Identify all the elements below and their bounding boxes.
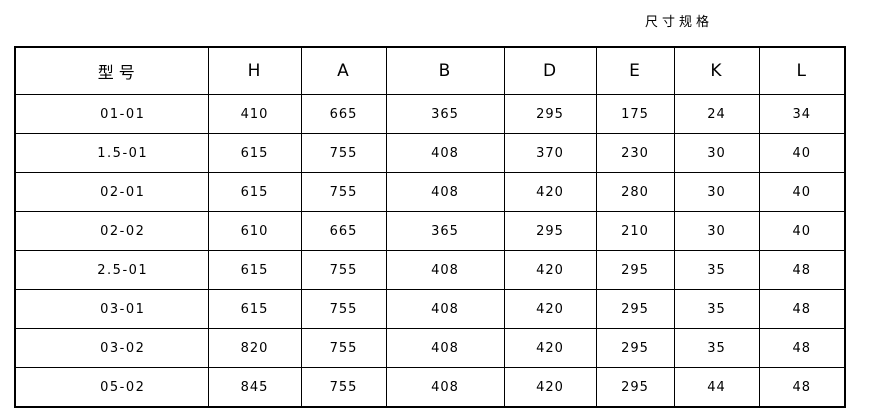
cell-l: 40 xyxy=(758,172,846,212)
cell-h: 615 xyxy=(207,133,302,173)
cell-a: 755 xyxy=(300,367,387,408)
column-header-h: H xyxy=(207,46,302,95)
cell-model: 05-02 xyxy=(14,367,209,408)
page-title: 尺寸规格 xyxy=(645,15,714,30)
cell-a: 755 xyxy=(300,250,387,290)
cell-b: 408 xyxy=(385,133,505,173)
cell-b: 408 xyxy=(385,367,505,408)
cell-l: 34 xyxy=(758,94,846,134)
cell-d: 295 xyxy=(503,211,597,251)
column-header-b: B xyxy=(385,46,505,95)
cell-d: 420 xyxy=(503,328,597,368)
cell-k: 35 xyxy=(673,289,760,329)
column-header-e: E xyxy=(595,46,675,95)
table-header-row: 型号 H A B D E K L xyxy=(14,46,846,95)
table-row: 1.5-01 615 755 408 370 230 30 40 xyxy=(14,133,846,173)
table-row: 05-02 845 755 408 420 295 44 48 xyxy=(14,367,846,408)
table-row: 03-02 820 755 408 420 295 35 48 xyxy=(14,328,846,368)
cell-model: 03-01 xyxy=(14,289,209,329)
cell-e: 280 xyxy=(595,172,675,212)
cell-h: 820 xyxy=(207,328,302,368)
cell-e: 295 xyxy=(595,328,675,368)
cell-l: 48 xyxy=(758,289,846,329)
cell-e: 210 xyxy=(595,211,675,251)
cell-k: 44 xyxy=(673,367,760,408)
cell-a: 755 xyxy=(300,133,387,173)
cell-e: 230 xyxy=(595,133,675,173)
dimensions-table: 型号 H A B D E K L 01-01 410 665 365 295 xyxy=(14,46,846,408)
cell-d: 295 xyxy=(503,94,597,134)
cell-k: 35 xyxy=(673,328,760,368)
cell-h: 615 xyxy=(207,172,302,212)
cell-d: 420 xyxy=(503,289,597,329)
cell-h: 610 xyxy=(207,211,302,251)
cell-a: 665 xyxy=(300,94,387,134)
column-header-a: A xyxy=(300,46,387,95)
cell-k: 35 xyxy=(673,250,760,290)
cell-e: 295 xyxy=(595,289,675,329)
cell-e: 175 xyxy=(595,94,675,134)
cell-b: 408 xyxy=(385,328,505,368)
table-row: 02-01 615 755 408 420 280 30 40 xyxy=(14,172,846,212)
table-row: 2.5-01 615 755 408 420 295 35 48 xyxy=(14,250,846,290)
cell-d: 420 xyxy=(503,367,597,408)
table-header: 型号 H A B D E K L xyxy=(14,46,846,95)
cell-model: 02-02 xyxy=(14,211,209,251)
cell-a: 755 xyxy=(300,289,387,329)
cell-l: 40 xyxy=(758,211,846,251)
cell-d: 420 xyxy=(503,172,597,212)
cell-b: 365 xyxy=(385,211,505,251)
cell-k: 30 xyxy=(673,211,760,251)
table-row: 02-02 610 665 365 295 210 30 40 xyxy=(14,211,846,251)
cell-e: 295 xyxy=(595,367,675,408)
cell-model: 01-01 xyxy=(14,94,209,134)
cell-h: 615 xyxy=(207,289,302,329)
cell-model: 1.5-01 xyxy=(14,133,209,173)
cell-k: 24 xyxy=(673,94,760,134)
cell-b: 365 xyxy=(385,94,505,134)
column-header-k: K xyxy=(673,46,760,95)
cell-l: 48 xyxy=(758,367,846,408)
cell-d: 420 xyxy=(503,250,597,290)
cell-a: 755 xyxy=(300,328,387,368)
cell-b: 408 xyxy=(385,289,505,329)
cell-a: 665 xyxy=(300,211,387,251)
cell-d: 370 xyxy=(503,133,597,173)
table-row: 03-01 615 755 408 420 295 35 48 xyxy=(14,289,846,329)
cell-h: 845 xyxy=(207,367,302,408)
column-header-model: 型号 xyxy=(14,46,209,95)
cell-a: 755 xyxy=(300,172,387,212)
column-header-l: L xyxy=(758,46,846,95)
column-header-d: D xyxy=(503,46,597,95)
cell-h: 615 xyxy=(207,250,302,290)
cell-k: 30 xyxy=(673,133,760,173)
table-row: 01-01 410 665 365 295 175 24 34 xyxy=(14,94,846,134)
cell-k: 30 xyxy=(673,172,760,212)
table-body: 01-01 410 665 365 295 175 24 34 1.5-01 6… xyxy=(14,94,846,408)
cell-l: 40 xyxy=(758,133,846,173)
cell-e: 295 xyxy=(595,250,675,290)
cell-b: 408 xyxy=(385,250,505,290)
dimensions-table-container: 型号 H A B D E K L 01-01 410 665 365 295 xyxy=(14,46,846,408)
cell-l: 48 xyxy=(758,328,846,368)
cell-l: 48 xyxy=(758,250,846,290)
cell-b: 408 xyxy=(385,172,505,212)
cell-model: 03-02 xyxy=(14,328,209,368)
cell-h: 410 xyxy=(207,94,302,134)
cell-model: 02-01 xyxy=(14,172,209,212)
cell-model: 2.5-01 xyxy=(14,250,209,290)
